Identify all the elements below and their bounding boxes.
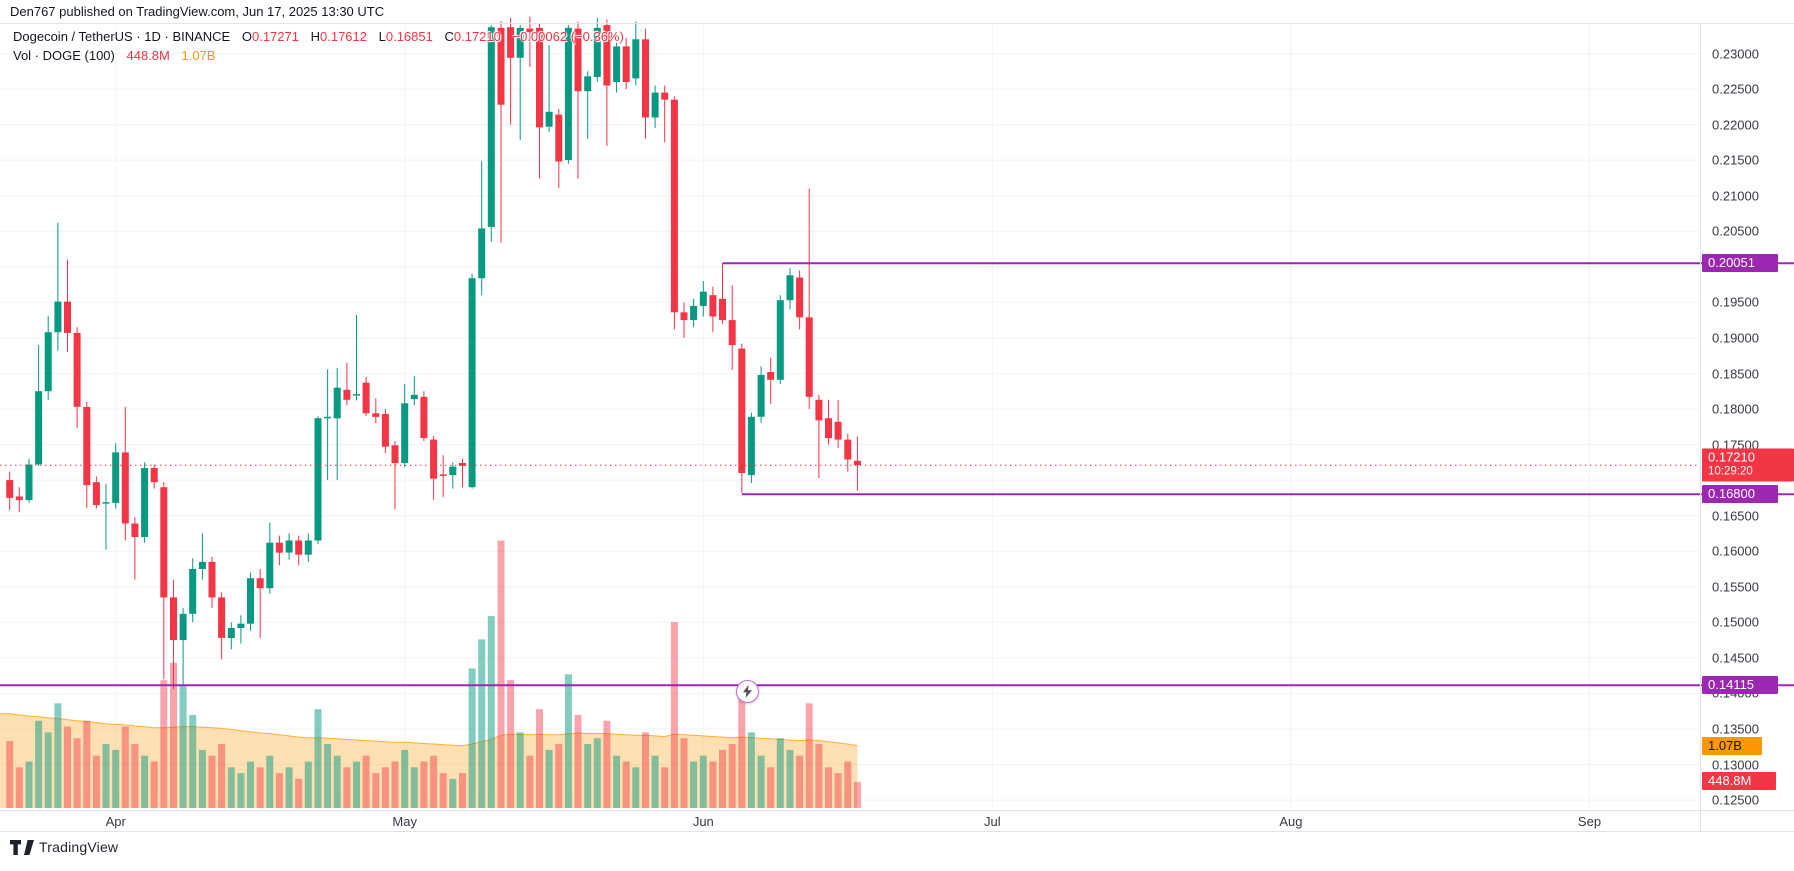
ohlc-open-value: 0.17271 [251, 29, 299, 44]
time-axis-month-label: Apr [105, 814, 126, 829]
price-tick-label: 0.13000 [1712, 757, 1759, 772]
volume-study-title[interactable]: Vol · DOGE (100) [13, 48, 115, 63]
ohlc-high-label: H [310, 29, 320, 44]
attribution-text: Den767 published on TradingView.com, Jun… [10, 4, 385, 19]
level-low-price-label: 0.14115 [1702, 676, 1778, 695]
price-tick-label: 0.16500 [1712, 508, 1759, 524]
time-axis-border [0, 810, 1794, 811]
pane-top-border [0, 23, 1794, 24]
price-axis-border [1700, 23, 1701, 832]
ohlc-open-label: O [241, 29, 252, 44]
volume-current-value: 448.8M [126, 48, 170, 63]
lightning-bolt-icon [743, 685, 752, 698]
time-axis-month-label: Jul [983, 814, 1001, 829]
price-tick-label: 0.21000 [1712, 188, 1759, 204]
current-price-value: 0.17210 [1708, 449, 1755, 465]
ohlc-high-value: 0.17612 [320, 29, 367, 44]
price-tick-label: 0.20500 [1712, 223, 1759, 239]
volume-current-axis-label: 448.8M [1702, 771, 1776, 790]
symbol-title[interactable]: Dogecoin / TetherUS · 1D · BINANCE [13, 29, 231, 44]
change-value: −0.00062 (−0.36%) [512, 29, 624, 44]
price-tick-label: 0.12500 [1712, 792, 1759, 808]
price-tick-label: 0.19000 [1712, 330, 1759, 346]
candle-countdown: 10:29:20 [1708, 465, 1753, 478]
price-tick-label: 0.23000 [1712, 46, 1759, 61]
price-tick-label: 0.22500 [1712, 81, 1759, 97]
price-tick-label: 0.13500 [1712, 721, 1759, 737]
price-tick-label: 0.16000 [1712, 543, 1759, 559]
ohlc-low-value: 0.16851 [385, 29, 433, 44]
price-tick-label: 0.19500 [1712, 294, 1759, 310]
chart-bottom-border [0, 831, 1794, 832]
price-tick-label: 0.22000 [1712, 117, 1759, 133]
price-tick-label: 0.14500 [1712, 650, 1759, 666]
ohlc-close-label: C [444, 29, 454, 44]
tradingview-logo-text: TradingView [39, 839, 119, 855]
price-tick-label: 0.21500 [1712, 152, 1759, 168]
ohlc-close-value: 0.17210 [453, 29, 501, 44]
level-mid-price-label: 0.16800 [1702, 485, 1778, 504]
time-axis-month-label: May [392, 814, 417, 829]
price-tick-label: 0.15500 [1712, 579, 1759, 595]
tradingview-logo[interactable]: TradingView [10, 839, 118, 855]
price-tick-label: 0.17500 [1712, 437, 1759, 453]
tradingview-logo-icon [10, 839, 34, 855]
flash-marker-icon[interactable] [736, 680, 759, 703]
time-axis-month-label: Aug [1279, 814, 1303, 829]
price-tick-label: 0.15000 [1712, 614, 1759, 630]
time-axis-month-label: Jun [692, 814, 714, 829]
current-price-label: 0.17210 10:29:20 [1702, 448, 1794, 482]
price-tick-label: 0.18500 [1712, 366, 1759, 381]
price-tick-label: 0.18000 [1712, 401, 1759, 417]
level-high-price-label: 0.20051 [1702, 254, 1778, 273]
volume-ma-value: 1.07B [181, 48, 216, 63]
ohlc-low-label: L [378, 29, 386, 44]
symbol-legend[interactable]: Dogecoin / TetherUS · 1D · BINANCE O0.17… [13, 29, 624, 63]
time-axis-month-label: Sep [1577, 814, 1602, 829]
volume-ma-axis-label: 1.07B [1702, 736, 1762, 755]
